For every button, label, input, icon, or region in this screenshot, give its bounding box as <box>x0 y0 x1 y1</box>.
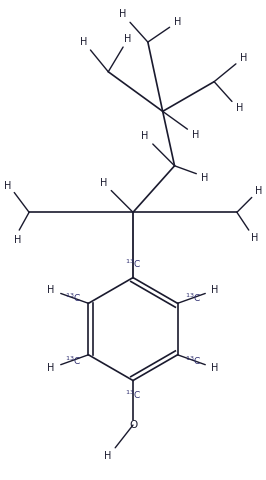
Text: H: H <box>124 34 132 44</box>
Text: $^{13}$C: $^{13}$C <box>125 258 141 270</box>
Text: H: H <box>236 103 244 113</box>
Text: H: H <box>80 37 87 47</box>
Text: H: H <box>174 17 181 27</box>
Text: H: H <box>192 130 199 140</box>
Text: H: H <box>201 173 208 183</box>
Text: H: H <box>100 178 107 188</box>
Text: $^{13}$C: $^{13}$C <box>185 291 201 303</box>
Text: H: H <box>103 451 111 461</box>
Text: H: H <box>240 53 248 63</box>
Text: H: H <box>4 180 11 191</box>
Text: H: H <box>211 286 219 296</box>
Text: H: H <box>119 10 127 19</box>
Text: O: O <box>129 420 137 430</box>
Text: H: H <box>47 363 55 372</box>
Text: H: H <box>211 363 219 372</box>
Text: $^{13}$C: $^{13}$C <box>65 355 81 367</box>
Text: H: H <box>255 186 262 195</box>
Text: H: H <box>141 131 149 141</box>
Text: H: H <box>47 286 55 296</box>
Text: $^{13}$C: $^{13}$C <box>65 291 81 303</box>
Text: $^{13}$C: $^{13}$C <box>185 355 201 367</box>
Text: $^{13}$C: $^{13}$C <box>125 388 141 401</box>
Text: H: H <box>251 233 258 243</box>
Text: H: H <box>14 235 21 245</box>
